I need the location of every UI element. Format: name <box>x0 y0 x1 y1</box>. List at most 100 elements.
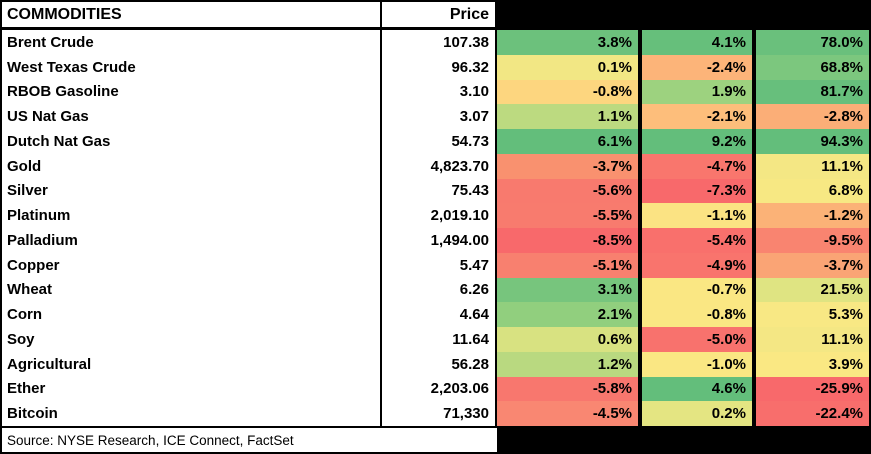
pct-cell-3: -25.9% <box>756 376 869 402</box>
commodity-name-cell: Ether <box>2 376 380 402</box>
pct-cell-3: 94.3% <box>756 129 869 154</box>
price-cell: 5.47 <box>382 252 495 278</box>
pct-cell-2: 1.9% <box>642 79 752 105</box>
pct-cell-2: 4.6% <box>642 376 752 402</box>
price-cell: 71,330 <box>382 401 495 426</box>
pct-cell-3: -1.2% <box>756 203 869 228</box>
header-pct-col-3 <box>756 2 869 27</box>
table-body: Brent Crude 107.38 3.8% 4.1% 78.0% West … <box>2 30 869 426</box>
pct-cell-3: 78.0% <box>756 30 869 55</box>
table-row: West Texas Crude 96.32 0.1% -2.4% 68.8% <box>2 54 869 80</box>
pct-cell-3: -22.4% <box>756 401 869 426</box>
price-cell: 3.07 <box>382 104 495 129</box>
pct-cell-3: -9.5% <box>756 228 869 253</box>
pct-cell-1: 2.1% <box>497 302 638 327</box>
price-cell: 2,019.10 <box>382 203 495 228</box>
price-cell: 1,494.00 <box>382 228 495 253</box>
pct-cell-1: -5.5% <box>497 203 638 228</box>
pct-cell-2: -2.1% <box>642 104 752 129</box>
commodity-name-cell: Bitcoin <box>2 401 380 426</box>
commodity-name-cell: Wheat <box>2 277 380 303</box>
table-row: Brent Crude 107.38 3.8% 4.1% 78.0% <box>2 30 869 55</box>
pct-cell-2: -1.1% <box>642 203 752 228</box>
table-footer-row: Source: NYSE Research, ICE Connect, Fact… <box>2 428 869 452</box>
table-row: Palladium 1,494.00 -8.5% -5.4% -9.5% <box>2 228 869 253</box>
pct-cell-1: -4.5% <box>497 401 638 426</box>
table-row: Bitcoin 71,330 -4.5% 0.2% -22.4% <box>2 401 869 426</box>
pct-cell-1: -8.5% <box>497 228 638 253</box>
table-row: Copper 5.47 -5.1% -4.9% -3.7% <box>2 252 869 278</box>
price-cell: 2,203.06 <box>382 376 495 402</box>
pct-cell-3: -3.7% <box>756 252 869 278</box>
price-cell: 6.26 <box>382 277 495 303</box>
pct-cell-1: 3.8% <box>497 30 638 55</box>
table-row: Ether 2,203.06 -5.8% 4.6% -25.9% <box>2 376 869 402</box>
pct-cell-1: 6.1% <box>497 129 638 154</box>
header-pct-col-1 <box>497 2 638 27</box>
table-row: Wheat 6.26 3.1% -0.7% 21.5% <box>2 277 869 303</box>
table-row: Dutch Nat Gas 54.73 6.1% 9.2% 94.3% <box>2 129 869 154</box>
pct-cell-3: 21.5% <box>756 277 869 303</box>
pct-cell-2: -2.4% <box>642 54 752 80</box>
pct-cell-2: -4.7% <box>642 153 752 179</box>
table-row: Agricultural 56.28 1.2% -1.0% 3.9% <box>2 351 869 377</box>
price-cell: 4.64 <box>382 302 495 327</box>
header-pct-col-2 <box>642 2 752 27</box>
price-cell: 56.28 <box>382 351 495 377</box>
table-row: Corn 4.64 2.1% -0.8% 5.3% <box>2 302 869 327</box>
pct-cell-1: 1.2% <box>497 351 638 377</box>
commodity-name-cell: RBOB Gasoline <box>2 79 380 105</box>
pct-cell-3: 3.9% <box>756 351 869 377</box>
commodity-name-cell: Gold <box>2 153 380 179</box>
pct-cell-1: -3.7% <box>497 153 638 179</box>
header-price: Price <box>382 2 495 27</box>
commodity-name-cell: Soy <box>2 327 380 352</box>
commodity-name-cell: Platinum <box>2 203 380 228</box>
pct-cell-2: 4.1% <box>642 30 752 55</box>
pct-cell-1: 0.6% <box>497 327 638 352</box>
pct-cell-2: -7.3% <box>642 178 752 204</box>
pct-cell-3: 11.1% <box>756 327 869 352</box>
table-row: Gold 4,823.70 -3.7% -4.7% 11.1% <box>2 153 869 179</box>
pct-cell-1: 0.1% <box>497 54 638 80</box>
table-row: Soy 11.64 0.6% -5.0% 11.1% <box>2 327 869 352</box>
pct-cell-1: -5.1% <box>497 252 638 278</box>
price-cell: 11.64 <box>382 327 495 352</box>
header-commodities: COMMODITIES <box>2 2 380 27</box>
table-header-row: COMMODITIES Price <box>2 2 869 27</box>
pct-cell-3: 68.8% <box>756 54 869 80</box>
commodity-name-cell: Copper <box>2 252 380 278</box>
pct-cell-3: 81.7% <box>756 79 869 105</box>
price-cell: 107.38 <box>382 30 495 55</box>
commodity-name-cell: Brent Crude <box>2 30 380 55</box>
price-cell: 3.10 <box>382 79 495 105</box>
pct-cell-2: -5.0% <box>642 327 752 352</box>
commodity-name-cell: Palladium <box>2 228 380 253</box>
pct-cell-2: -4.9% <box>642 252 752 278</box>
pct-cell-2: 0.2% <box>642 401 752 426</box>
pct-cell-2: 9.2% <box>642 129 752 154</box>
pct-cell-2: -0.8% <box>642 302 752 327</box>
pct-cell-3: 6.8% <box>756 178 869 204</box>
pct-cell-2: -0.7% <box>642 277 752 303</box>
pct-cell-3: -2.8% <box>756 104 869 129</box>
commodity-name-cell: Agricultural <box>2 351 380 377</box>
commodity-name-cell: Corn <box>2 302 380 327</box>
price-cell: 54.73 <box>382 129 495 154</box>
pct-cell-3: 11.1% <box>756 153 869 179</box>
pct-cell-1: -5.6% <box>497 178 638 204</box>
pct-cell-1: -5.8% <box>497 376 638 402</box>
price-cell: 4,823.70 <box>382 153 495 179</box>
pct-cell-1: 1.1% <box>497 104 638 129</box>
price-cell: 75.43 <box>382 178 495 204</box>
table-row: Platinum 2,019.10 -5.5% -1.1% -1.2% <box>2 203 869 228</box>
pct-cell-1: -0.8% <box>497 79 638 105</box>
table-row: Silver 75.43 -5.6% -7.3% 6.8% <box>2 178 869 204</box>
table-row: US Nat Gas 3.07 1.1% -2.1% -2.8% <box>2 104 869 129</box>
source-note: Source: NYSE Research, ICE Connect, Fact… <box>2 428 497 452</box>
commodity-name-cell: Silver <box>2 178 380 204</box>
price-cell: 96.32 <box>382 54 495 80</box>
pct-cell-2: -1.0% <box>642 351 752 377</box>
table-row: RBOB Gasoline 3.10 -0.8% 1.9% 81.7% <box>2 79 869 105</box>
